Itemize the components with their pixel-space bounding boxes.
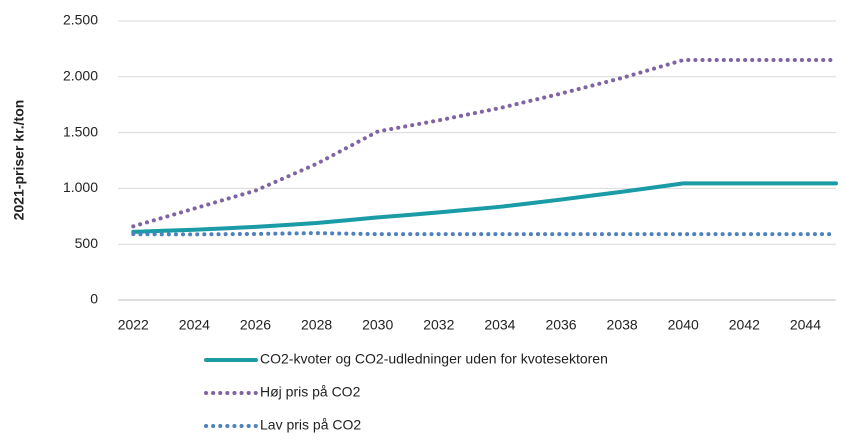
- x-tick-label: 2024: [179, 317, 210, 333]
- y-tick-label: 2.000: [63, 68, 98, 84]
- series-line: [131, 58, 838, 229]
- y-tick-label: 2.500: [63, 12, 98, 28]
- y-tick-label: 1.000: [63, 179, 98, 195]
- legend-label: CO2-kvoter og CO2-udledninger uden for k…: [260, 351, 608, 367]
- y-axis-label: 2021-priser kr./ton: [11, 100, 27, 221]
- series-line: [131, 181, 838, 234]
- legend-label: Høj pris på CO2: [260, 384, 361, 400]
- x-tick-label: 2036: [545, 317, 576, 333]
- legend-label: Lav pris på CO2: [260, 417, 361, 433]
- series-line: [131, 231, 838, 237]
- x-tick-label: 2026: [240, 317, 271, 333]
- y-tick-label: 500: [75, 235, 99, 251]
- y-tick-label: 1.500: [63, 123, 98, 139]
- x-tick-label: 2034: [484, 317, 515, 333]
- x-tick-label: 2028: [301, 317, 332, 333]
- x-tick-label: 2030: [362, 317, 393, 333]
- x-tick-label: 2032: [423, 317, 454, 333]
- x-tick-label: 2022: [118, 317, 149, 333]
- x-tick-label: 2038: [607, 317, 638, 333]
- x-tick-label: 2042: [729, 317, 760, 333]
- y-tick-label: 0: [90, 291, 98, 307]
- x-tick-label: 2044: [790, 317, 821, 333]
- x-tick-label: 2040: [668, 317, 699, 333]
